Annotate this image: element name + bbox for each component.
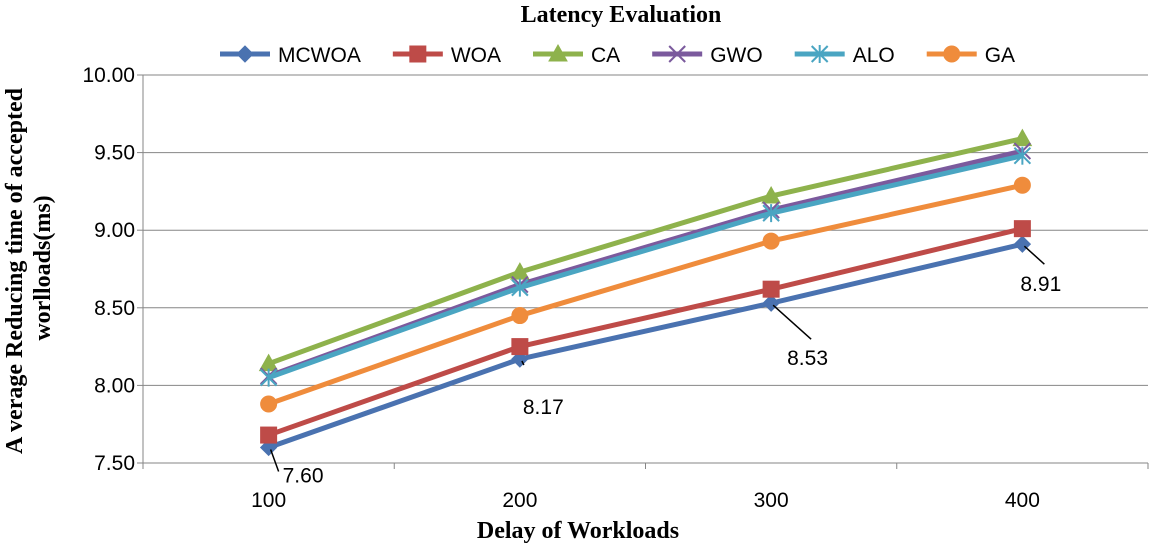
y-tick-label: 8.50 [94,297,135,320]
point-woa-300 [762,280,780,298]
y-tick-label: 8.00 [94,374,135,397]
series-line-ga [267,182,1023,407]
annotation-leader [269,449,280,472]
x-tick-label: 300 [754,489,789,512]
annotation-label: 8.53 [787,347,828,370]
legend-marker-gwo [668,45,686,63]
point-woa-200 [511,338,529,356]
point-ga-400 [1013,176,1031,194]
point-alo-100 [259,368,278,387]
series-line-mcwoa [267,241,1023,450]
point-woa-100 [260,426,278,444]
series-mcwoa [259,235,1032,457]
annotation-leader [772,304,812,340]
legend-item-gwo: GWO [652,44,763,67]
series-layer [258,128,1033,457]
legend-item-ga: GA [926,44,1015,67]
y-tick-label: 9.00 [94,219,135,242]
legend-marker-ga [943,45,961,63]
x-tick-label: 200 [502,489,537,512]
annotations: 7.60 8.17 8.53 8.91 [269,245,1061,487]
legend-marker-alo [810,45,829,63]
series-woa [260,220,1031,444]
point-ca-400 [1012,128,1033,147]
annotation-label: 8.17 [523,396,564,419]
point-woa-400 [1013,220,1031,238]
y-tick-label: 10.00 [82,64,135,87]
legend-item-woa: WOA [392,44,501,67]
x-axis-title: Delay of Workloads [477,518,679,544]
series-line-ca [267,136,1023,367]
annotation-label: 8.91 [1020,273,1061,296]
series-line-alo [267,153,1023,380]
point-alo-300 [762,204,780,223]
legend-item-ca: CA [533,43,620,67]
legend-label-gwo: GWO [710,44,763,67]
y-tick-label: 9.50 [94,142,135,165]
legend-label-woa: WOA [451,44,501,67]
annotation-leader [521,360,525,366]
gridlines [143,74,1148,464]
legend: MCWOA WOA CA GWO ALO GA [220,43,1015,67]
y-axis-title-line-1: A verage Reducing time of accepted [2,87,28,454]
legend-label-ga: GA [985,44,1015,67]
point-ga-300 [762,232,780,250]
y-tick-label: 7.50 [94,452,135,475]
axes: 7.50 8.00 8.50 9.00 9.50 10.00 100 200 300 400 [82,64,1149,512]
legend-marker-ca [548,43,568,62]
annotation-label: 7.60 [283,464,324,487]
legend-label-mcwoa: MCWOA [278,44,361,67]
y-axis-title: A verage Reducing time of accepted worll… [2,82,56,454]
chart-title: Latency Evaluation [521,2,722,28]
series-alo [259,146,1032,387]
series-line-woa [267,226,1023,438]
point-ga-200 [511,307,529,325]
legend-label-ca: CA [591,44,620,67]
annotation-leader [1023,245,1045,265]
marker-stroke [668,45,686,63]
x-tick-label: 100 [251,489,286,512]
point-ca-300 [761,186,781,204]
legend-marker-woa [409,45,427,63]
point-alo-200 [511,278,529,297]
series-line-gwo [267,148,1023,379]
point-alo-400 [1013,146,1032,165]
legend-item-alo: ALO [794,44,895,67]
point-ga-100 [260,395,278,413]
x-tick-label: 400 [1005,489,1040,512]
y-axis-title-line-2: worlloads(ms) [30,195,56,340]
legend-label-alo: ALO [853,44,895,67]
legend-marker-mcwoa [236,45,254,63]
series-ga [260,176,1031,413]
legend-item-mcwoa: MCWOA [220,44,361,67]
